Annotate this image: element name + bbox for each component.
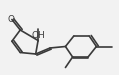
Text: O: O <box>7 15 14 24</box>
Text: OH: OH <box>32 31 46 40</box>
